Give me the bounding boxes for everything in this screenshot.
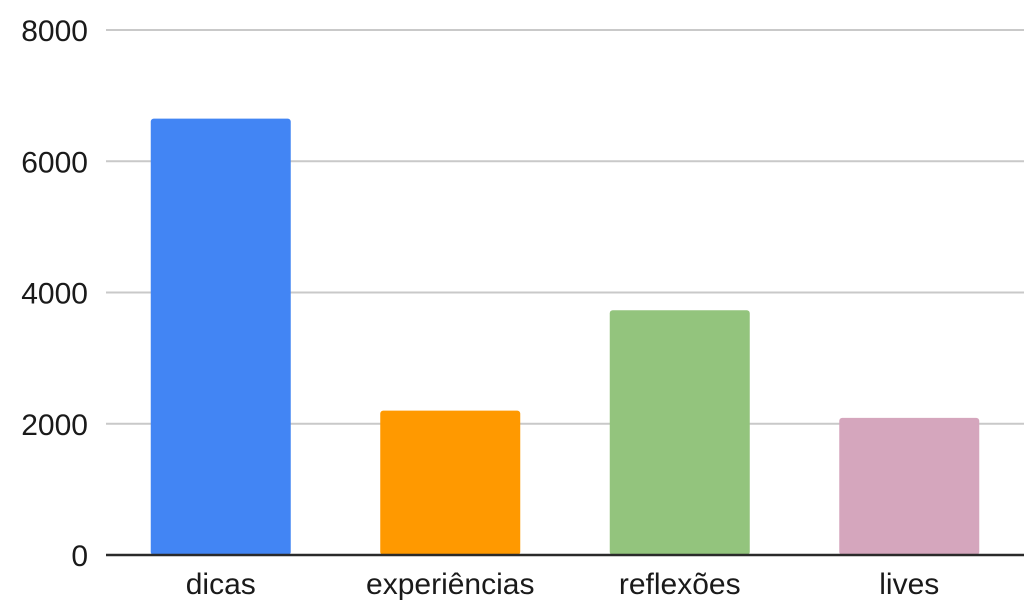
bar-reflexões — [609, 310, 750, 555]
x-axis-labels: dicas experiências reflexões lives — [186, 568, 940, 601]
y-axis-ticks: 0 2000 4000 6000 8000 — [21, 15, 88, 573]
x-tick-label-3: lives — [879, 568, 939, 601]
bar-lives — [839, 417, 980, 555]
y-tick-label-4000: 4000 — [21, 278, 88, 311]
x-tick-label-1: experiências — [366, 568, 534, 601]
y-tick-label-6000: 6000 — [21, 146, 88, 179]
y-tick-label-0: 0 — [71, 540, 88, 573]
x-tick-label-2: reflexões — [619, 568, 741, 601]
bar-dicas — [150, 118, 291, 555]
x-tick-label-0: dicas — [186, 568, 256, 601]
y-tick-label-8000: 8000 — [21, 15, 88, 48]
bar-experiências — [380, 410, 521, 555]
y-tick-label-2000: 2000 — [21, 409, 88, 442]
bars — [150, 118, 980, 555]
